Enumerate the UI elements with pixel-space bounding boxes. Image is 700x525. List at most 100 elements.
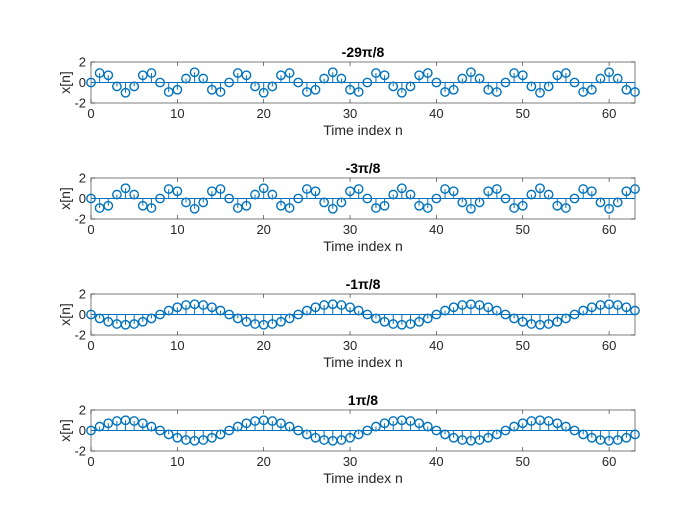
stem-marker xyxy=(414,200,425,211)
stem-marker xyxy=(569,309,580,320)
stem-marker xyxy=(336,73,347,84)
stem-marker xyxy=(215,87,226,97)
y-tick-label: 0 xyxy=(79,191,86,206)
stem-marker xyxy=(301,305,312,316)
stem-marker xyxy=(319,73,330,84)
stem-marker xyxy=(146,313,157,324)
stem-marker xyxy=(474,73,485,84)
subplot-title: -3π/8 xyxy=(346,160,381,176)
stem-marker xyxy=(448,302,459,313)
stem-marker xyxy=(241,200,252,211)
stem-marker xyxy=(379,418,390,429)
y-axis-label: x[n] xyxy=(57,187,73,210)
stem-marker xyxy=(103,200,114,211)
stem-marker xyxy=(120,87,131,98)
y-tick-label: -2 xyxy=(74,328,86,343)
x-axis-label: Time index n xyxy=(323,354,403,370)
stem-marker xyxy=(604,67,614,78)
stem-marker xyxy=(440,429,450,440)
stem-marker xyxy=(448,84,459,95)
stem-marker xyxy=(146,203,157,213)
stem-marker xyxy=(586,302,597,313)
stem-marker xyxy=(431,193,442,204)
stem-marker xyxy=(276,316,286,327)
x-axis-label: Time index n xyxy=(323,238,403,254)
stem-marker xyxy=(457,197,468,208)
stem-marker xyxy=(388,189,399,200)
stem-marker xyxy=(241,418,252,429)
stem-marker xyxy=(362,193,373,204)
stem-marker xyxy=(94,313,105,324)
stem-marker xyxy=(414,418,425,429)
x-tick-label: 40 xyxy=(429,222,443,237)
stem-marker xyxy=(172,186,183,197)
stem-marker xyxy=(422,68,433,78)
stem-marker xyxy=(362,309,373,320)
x-tick-label: 10 xyxy=(170,222,184,237)
stem-marker xyxy=(405,189,416,200)
stem-marker xyxy=(388,81,399,92)
stem-marker xyxy=(103,70,114,81)
stem-marker xyxy=(517,70,528,81)
x-axis-label: Time index n xyxy=(323,122,403,138)
stem-marker xyxy=(232,68,243,78)
stem-marker xyxy=(371,313,381,324)
stem-marker xyxy=(440,87,450,97)
stem-marker xyxy=(509,68,520,78)
stem-marker xyxy=(172,302,183,313)
x-tick-label: 20 xyxy=(256,106,270,121)
x-tick-label: 60 xyxy=(602,106,616,121)
stem-marker xyxy=(215,184,226,194)
x-tick-label: 0 xyxy=(87,454,94,469)
stem-marker xyxy=(232,203,243,213)
stem-marker xyxy=(552,316,563,327)
stem-marker xyxy=(414,70,425,81)
stem-marker xyxy=(621,432,632,443)
x-tick-label: 50 xyxy=(516,222,530,237)
stem-marker xyxy=(146,421,157,432)
stem-marker xyxy=(630,87,640,97)
stem-series xyxy=(86,67,640,98)
stem-marker xyxy=(457,73,468,84)
stem-marker xyxy=(250,81,260,92)
stem-marker xyxy=(284,203,295,213)
stem-marker xyxy=(310,302,321,313)
stem-marker xyxy=(561,421,571,432)
stem-marker xyxy=(552,418,563,429)
stem-marker xyxy=(517,316,528,327)
stem-marker xyxy=(578,429,589,440)
stem-marker xyxy=(586,186,597,197)
stem-marker xyxy=(491,184,502,194)
stem-marker xyxy=(526,189,537,200)
stem-marker xyxy=(232,313,243,324)
stem-marker xyxy=(137,418,148,429)
stem-marker xyxy=(405,319,416,329)
stem-marker xyxy=(483,432,494,443)
stem-marker xyxy=(353,429,364,440)
x-tick-label: 30 xyxy=(343,338,357,353)
stem-marker xyxy=(189,203,200,214)
y-axis-label: x[n] xyxy=(57,303,73,326)
stem-marker xyxy=(172,84,183,95)
stem-marker xyxy=(440,305,450,316)
stem-marker xyxy=(267,81,278,92)
x-axis-label: Time index n xyxy=(323,470,403,486)
stem-marker xyxy=(371,68,381,78)
stem-marker xyxy=(604,203,614,214)
stem-marker xyxy=(198,435,209,445)
stem-marker xyxy=(561,68,571,78)
stem-marker xyxy=(526,81,537,92)
stem-marker xyxy=(543,416,554,426)
stem-marker xyxy=(569,77,580,88)
stem-marker xyxy=(284,421,295,432)
stem-marker xyxy=(431,425,442,436)
stem-marker xyxy=(612,197,623,208)
x-tick-label: 20 xyxy=(256,338,270,353)
stem-marker xyxy=(258,87,269,98)
stem-marker xyxy=(215,305,226,316)
stem-marker xyxy=(491,87,502,97)
stem-marker xyxy=(500,193,511,204)
stem-marker xyxy=(137,200,148,211)
subplot-title: -1π/8 xyxy=(346,276,381,292)
